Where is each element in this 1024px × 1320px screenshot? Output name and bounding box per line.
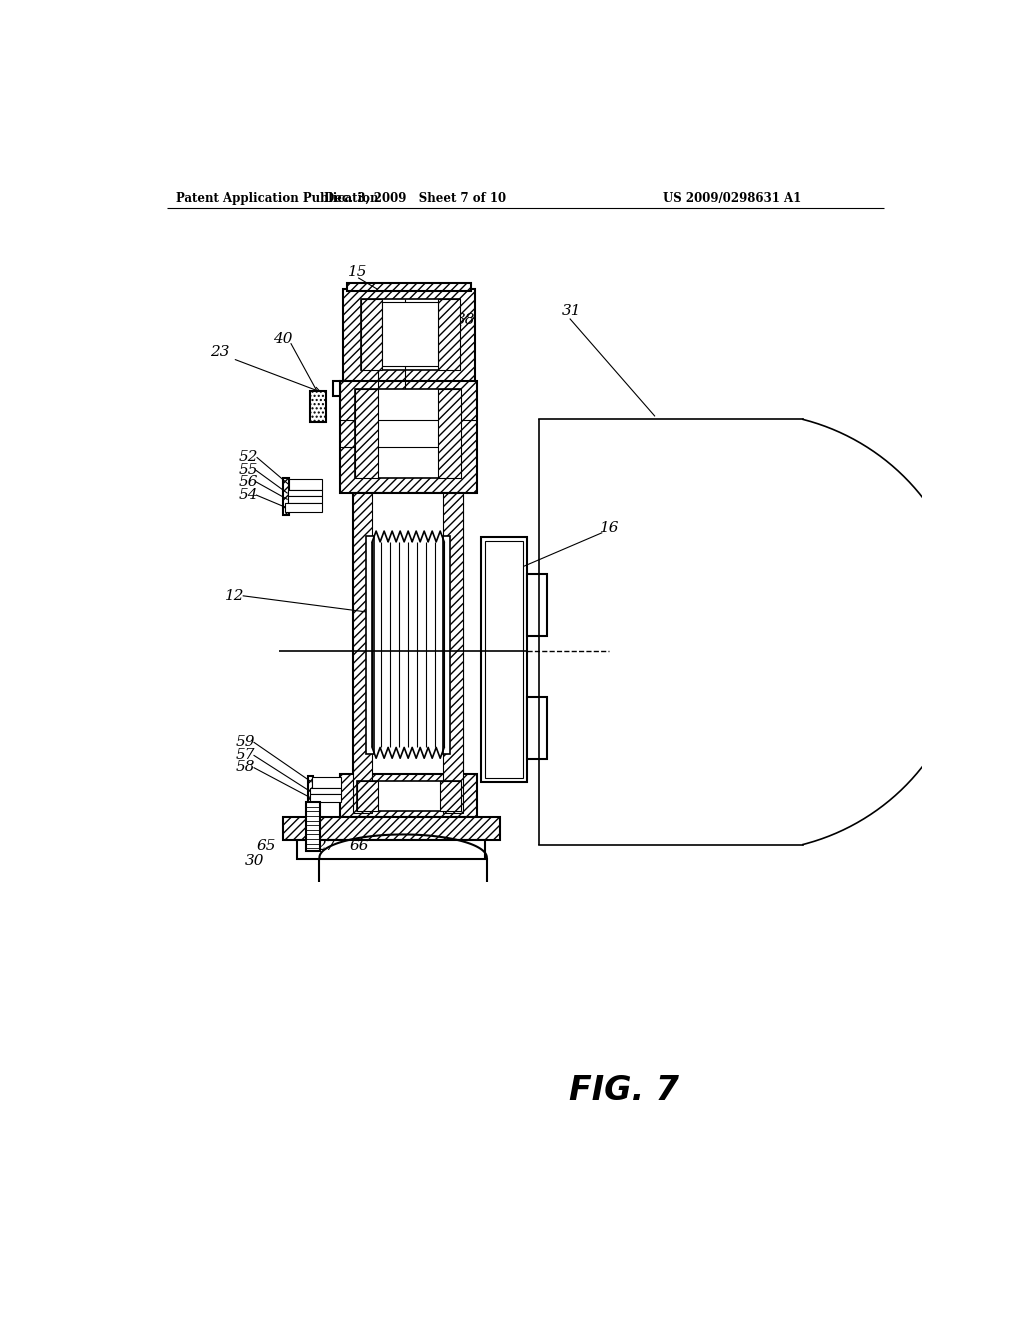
Bar (443, 494, 463, 813)
Bar (438, 389, 461, 478)
Text: FIG. 7: FIG. 7 (569, 1073, 679, 1106)
Text: 15: 15 (348, 265, 368, 280)
Bar (297, 840, 484, 859)
Text: Patent Application Publication: Patent Application Publication (176, 191, 379, 205)
Bar (283, 478, 289, 515)
Bar (340, 775, 477, 817)
Bar (308, 776, 313, 805)
Bar (356, 780, 461, 810)
Bar (355, 389, 461, 478)
Bar (527, 574, 547, 636)
Bar (334, 381, 340, 396)
Bar (283, 817, 500, 840)
Text: 65: 65 (256, 840, 275, 853)
Bar (310, 391, 326, 422)
Text: Dec. 3, 2009   Sheet 7 of 10: Dec. 3, 2009 Sheet 7 of 10 (324, 191, 506, 205)
Text: 23: 23 (210, 346, 229, 359)
Text: 27: 27 (315, 840, 336, 853)
Bar (439, 780, 461, 810)
Bar (355, 389, 378, 478)
Bar (311, 777, 341, 788)
Bar (366, 536, 374, 754)
Bar (382, 302, 438, 367)
Bar (343, 289, 475, 381)
Bar (484, 541, 523, 779)
Bar (356, 780, 378, 810)
Bar (306, 803, 321, 851)
Text: 30: 30 (245, 854, 264, 869)
Text: 66: 66 (349, 840, 369, 853)
Bar (360, 298, 460, 370)
Bar (340, 381, 477, 494)
Bar (480, 537, 527, 781)
Bar (288, 496, 322, 503)
Text: 38: 38 (456, 313, 475, 327)
Text: 57: 57 (237, 748, 256, 762)
Text: 40: 40 (273, 333, 293, 346)
Text: US 2009/0298631 A1: US 2009/0298631 A1 (663, 191, 801, 205)
Bar (286, 503, 322, 512)
Bar (289, 479, 322, 490)
Bar (352, 494, 463, 813)
Bar (310, 795, 341, 803)
Bar (310, 788, 341, 795)
Bar (438, 298, 460, 370)
Text: 31: 31 (561, 304, 581, 318)
Text: 54: 54 (239, 488, 258, 502)
Text: 16: 16 (600, 521, 620, 535)
Bar (347, 284, 471, 290)
Text: 52: 52 (239, 450, 258, 465)
Text: 56: 56 (239, 475, 258, 488)
Bar (352, 494, 372, 813)
Bar (442, 536, 451, 754)
Text: 12: 12 (225, 589, 245, 603)
Bar (288, 490, 322, 496)
Text: 55: 55 (239, 463, 258, 478)
Bar (360, 298, 382, 370)
Text: 59: 59 (237, 735, 256, 748)
Bar (527, 697, 547, 759)
Text: 58: 58 (237, 760, 256, 775)
